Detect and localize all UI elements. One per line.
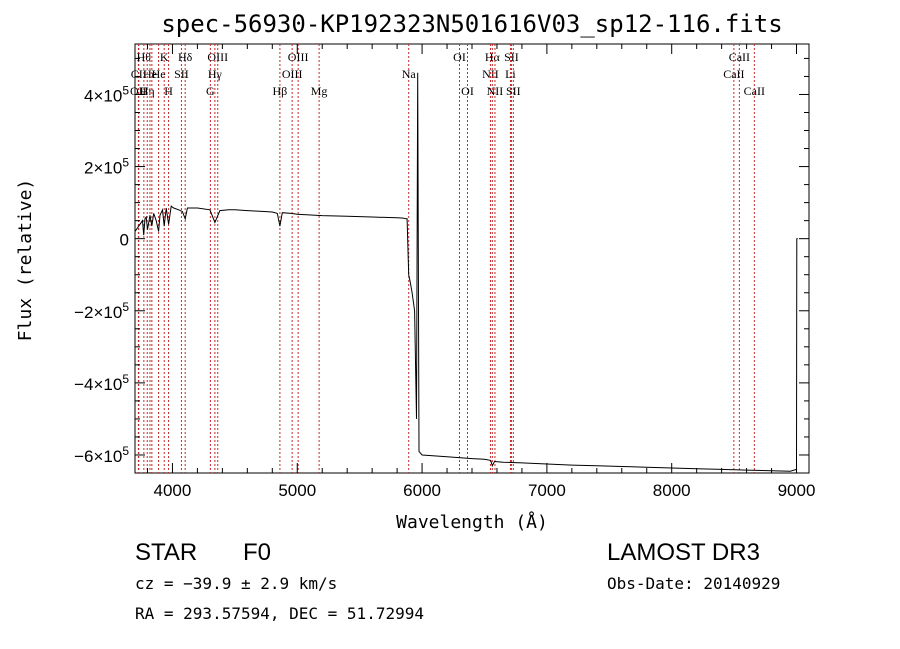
line-marker-label-19: OI [453,50,466,64]
line-marker-label-21: NII [482,67,499,81]
axis-ticks: 4000 5000 6000 7000 8000 9000 4×105 2×105 0 −2×10… [74,44,815,500]
line-marker-label-26: SII [506,84,521,98]
y-tick-label-0: 4×105 [84,83,129,105]
survey-name: LAMOST DR3 [607,539,760,566]
line-marker-label-14: Hβ [273,84,288,98]
y-tick-label-3: −2×105 [74,300,129,322]
redshift-text: cz = −39.9 ± 2.9 km/s [135,574,337,593]
y-tick-label-4: −4×105 [74,372,129,394]
x-axis-label: Wavelength (Å) [396,511,548,533]
line-marker-label-15: OIII [282,67,303,81]
y-tick-label-5: −6×105 [74,444,129,466]
line-marker-label-27: CaII [723,67,744,81]
line-marker-label-16: OIII [288,50,309,64]
object-class: STAR [135,539,197,566]
spectrum-line [134,72,798,472]
x-tick-label-5: 9000 [778,481,816,500]
x-tick-label-1: 5000 [278,481,316,500]
line-marker-label-17: Mg [311,84,328,98]
line-marker-label-7: K [160,50,169,64]
line-marker-label-9: SII [174,67,189,81]
line-marker-label-10: Hδ [178,50,193,64]
line-marker-label-18: Na [402,67,417,81]
object-subclass: F0 [243,539,271,566]
line-marker-label-20: OI [461,84,474,98]
x-tick-label-2: 6000 [403,481,441,500]
line-markers: OIICIIHθHηHeHeKHSIIHδGHγOIIIHβOIIIOIIIMg… [130,44,765,473]
line-marker-label-23: NII [487,84,504,98]
coordinates-text: RA = 293.57594, DEC = 51.72994 [135,604,424,623]
line-marker-label-13: OIII [207,50,228,64]
line-marker-label-3: Hη [140,84,155,98]
line-marker-label-11: G [206,84,215,98]
line-marker-label-24: Li [505,67,516,81]
line-marker-label-4: He [143,67,157,81]
y-axis-label: Flux (relative) [15,179,36,342]
line-marker-label-22: Hα [485,50,501,64]
obs-date: Obs-Date: 20140929 [607,574,780,593]
line-marker-label-29: CaII [744,84,765,98]
line-marker-label-25: SII [504,50,519,64]
line-marker-label-6: He [152,67,166,81]
y-tick-label-2: 0 [120,231,129,250]
line-marker-label-2: Hθ [137,50,152,64]
x-tick-label-4: 8000 [653,481,691,500]
x-tick-label-0: 4000 [154,481,192,500]
chart-title: spec-56930-KP192323N501616V03_sp12-116.f… [161,10,782,38]
line-marker-label-8: H [164,84,173,98]
line-marker-label-1: CII [131,67,147,81]
x-tick-label-3: 7000 [528,481,566,500]
line-marker-label-12: Hγ [208,67,223,81]
plot-frame [134,43,810,474]
line-marker-label-28: CaII [729,50,750,64]
y-tick-label-1: 2×105 [84,156,129,178]
